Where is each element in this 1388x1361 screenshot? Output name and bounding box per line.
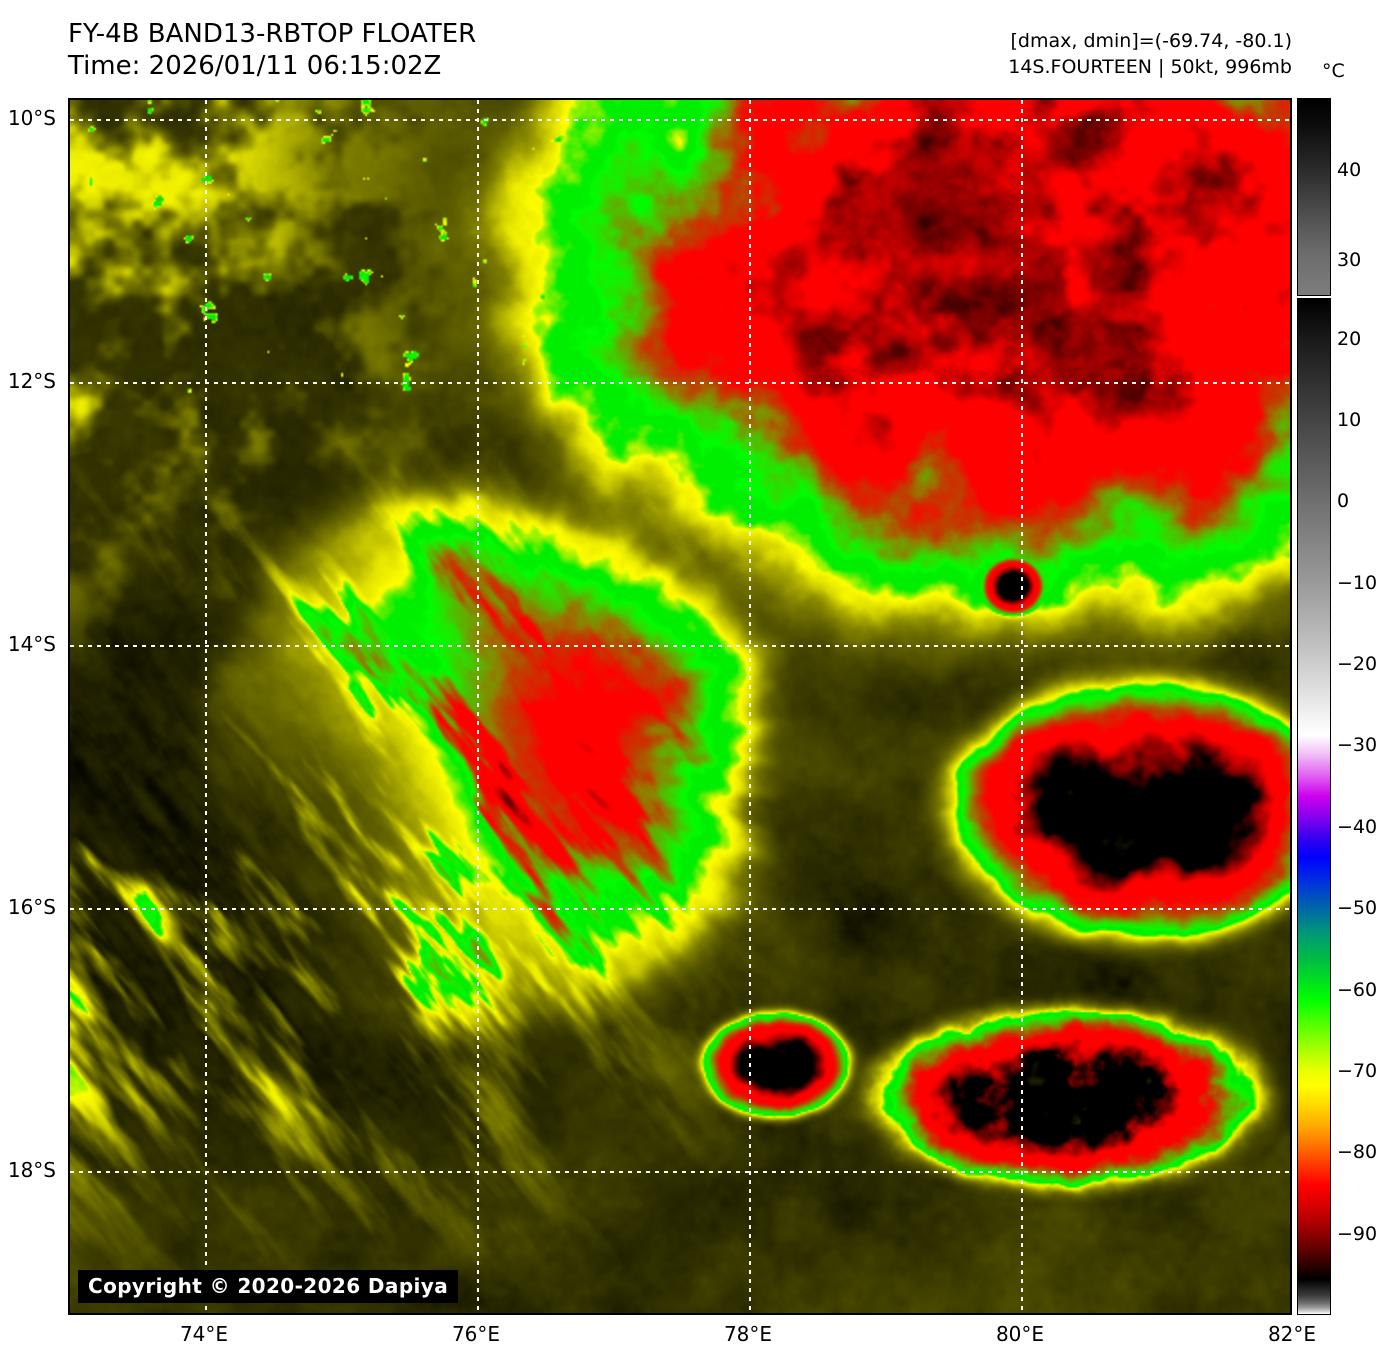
y-axis-tick-label: 16°S — [7, 895, 56, 920]
colorbar-tick-label: −40 — [1337, 815, 1378, 838]
colorbar[interactable]: 40 30 20 10 0 −10 −20 −30 −40 −50 −60 −70 −80 −90 — [1297, 98, 1377, 1315]
colorbar-tick-label: 30 — [1337, 249, 1362, 271]
satellite-image-plot[interactable]: Copyright © 2020-2026 Dapiya — [68, 98, 1292, 1315]
y-axis-tick-label: 18°S — [7, 1158, 56, 1183]
infrared-brightness-temperature-raster — [70, 100, 1290, 1313]
x-axis-tick-label: 82°E — [1267, 1322, 1317, 1346]
colorbar-tick-label: −20 — [1337, 653, 1378, 676]
x-axis-tick-label: 74°E — [179, 1322, 229, 1346]
y-axis-tick-label: 14°S — [7, 632, 56, 656]
colorbar-tick-label: −30 — [1337, 734, 1378, 757]
colorbar-tick-label: −80 — [1337, 1141, 1378, 1164]
colorbar-warm-grayscale-segment — [1297, 98, 1331, 296]
y-axis-tick-label: 12°S — [7, 368, 56, 393]
colorbar-tick-label: −90 — [1337, 1222, 1378, 1245]
title-line-2: Time: 2026/01/11 06:15:02Z — [68, 51, 442, 81]
colorbar-tick-label: −60 — [1337, 978, 1378, 1001]
colorbar-tick-label: 0 — [1337, 490, 1350, 513]
x-axis-tick-label: 76°E — [451, 1322, 501, 1346]
x-axis-tick-label: 78°E — [723, 1322, 773, 1346]
colorbar-tick-label: −70 — [1337, 1059, 1378, 1082]
title-line-1: FY-4B BAND13-RBTOP FLOATER — [68, 19, 477, 49]
y-axis-tick-label: 10°S — [7, 105, 56, 130]
colorbar-tick-label: 40 — [1337, 159, 1362, 181]
x-axis-tick-label: 80°E — [995, 1322, 1045, 1346]
colorbar-tick-label: 20 — [1337, 327, 1362, 350]
storm-info-annotation: 14S.FOURTEEN | 50kt, 996mb — [1008, 56, 1292, 78]
page-title: FY-4B BAND13-RBTOP FLOATER Time: 2026/01… — [68, 18, 476, 82]
copyright-watermark: Copyright © 2020-2026 Dapiya — [78, 1270, 459, 1303]
colorbar-tick-label: −50 — [1337, 897, 1378, 920]
annotation-block: [dmax, dmin]=(-69.74, -80.1) 14S.FOURTEE… — [1008, 28, 1292, 80]
colorbar-unit-label: °C — [1322, 60, 1345, 82]
colorbar-enhancement-segment — [1297, 298, 1331, 1315]
colorbar-tick-label: −10 — [1337, 571, 1378, 594]
colorbar-tick-label: 10 — [1337, 409, 1362, 432]
data-range-annotation: [dmax, dmin]=(-69.74, -80.1) — [1010, 30, 1292, 52]
